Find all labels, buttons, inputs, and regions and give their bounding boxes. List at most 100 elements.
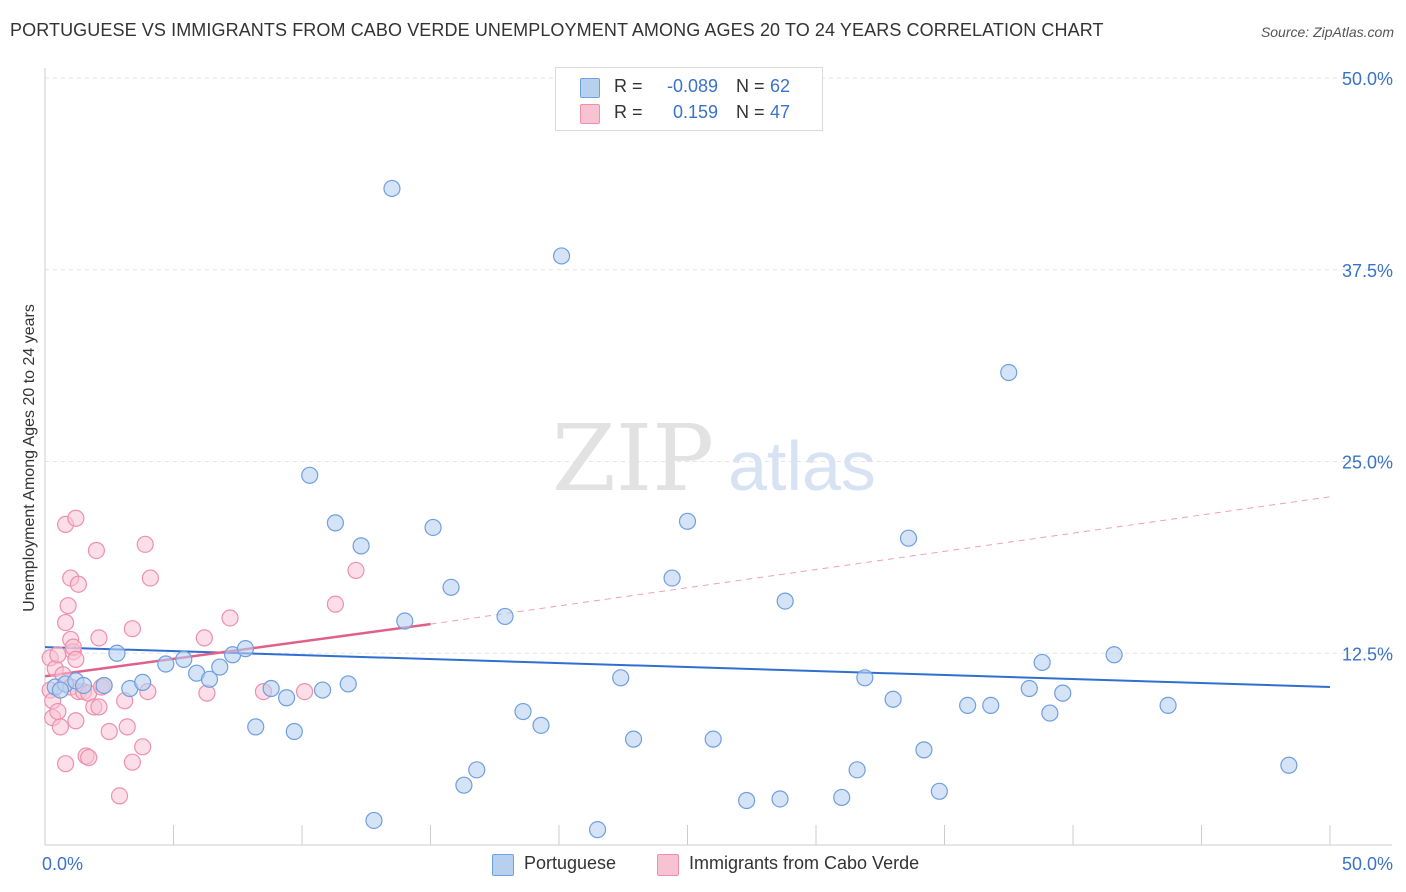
data-point-portuguese xyxy=(339,675,357,693)
bottom-legend-swatch-pink xyxy=(657,854,679,876)
data-point-portuguese xyxy=(424,518,442,537)
data-point-cabo-verde xyxy=(118,718,136,736)
stats-legend: R = -0.089 N = 62 R = 0.159 N = 47 xyxy=(555,67,823,131)
source-label: Source: ZipAtlas.com xyxy=(1260,24,1394,40)
data-point-portuguese xyxy=(365,811,383,830)
legend-r-label: R = xyxy=(614,76,643,96)
data-point-cabo-verde xyxy=(136,535,154,553)
data-point-portuguese xyxy=(1000,363,1018,382)
data-point-portuguese xyxy=(301,466,319,484)
data-point-cabo-verde xyxy=(90,629,108,647)
data-point-portuguese xyxy=(588,821,607,839)
legend-swatch-blue xyxy=(580,78,600,98)
trend-line-portuguese xyxy=(44,646,1331,688)
trend-line-cabo-verde-extrapolated xyxy=(430,496,1331,625)
data-point-cabo-verde xyxy=(67,509,85,527)
data-point-cabo-verde xyxy=(51,718,70,736)
data-point-portuguese xyxy=(108,644,126,662)
data-point-portuguese xyxy=(738,791,756,810)
bottom-legend-label: Immigrants from Cabo Verde xyxy=(689,853,920,873)
data-point-cabo-verde xyxy=(100,722,118,741)
data-point-portuguese xyxy=(1105,646,1123,664)
data-point-portuguese xyxy=(352,537,370,555)
data-point-portuguese xyxy=(1054,684,1072,702)
legend-r-label: R = xyxy=(614,102,643,122)
data-point-portuguese xyxy=(771,790,789,808)
x-tick-label: 50.0% xyxy=(1342,854,1393,874)
data-point-portuguese xyxy=(247,718,265,736)
data-point-portuguese xyxy=(776,592,794,610)
data-point-cabo-verde xyxy=(67,712,85,730)
data-point-portuguese xyxy=(704,730,722,748)
data-point-portuguese xyxy=(514,702,532,721)
data-point-cabo-verde xyxy=(49,702,67,721)
data-point-portuguese xyxy=(959,696,977,715)
data-point-portuguese xyxy=(442,578,460,596)
y-tick-label: 12.5% xyxy=(1342,644,1393,664)
data-point-cabo-verde xyxy=(347,561,365,580)
data-point-portuguese xyxy=(915,741,933,759)
data-point-portuguese xyxy=(1033,653,1051,672)
data-point-portuguese xyxy=(396,612,414,630)
data-point-cabo-verde xyxy=(80,748,98,767)
data-point-cabo-verde xyxy=(49,646,67,664)
watermark-zip: ZIP xyxy=(552,405,714,512)
data-point-portuguese xyxy=(1280,756,1298,774)
data-point-portuguese xyxy=(277,689,296,707)
data-point-portuguese xyxy=(1041,704,1059,722)
gridlines xyxy=(45,77,1392,654)
data-point-portuguese xyxy=(1159,696,1177,715)
chart-title: PORTUGUESE VS IMMIGRANTS FROM CABO VERDE… xyxy=(10,20,1104,40)
data-point-cabo-verde xyxy=(123,753,141,771)
bottom-legend-label: Portuguese xyxy=(524,853,617,873)
data-point-portuguese xyxy=(899,529,918,547)
data-point-portuguese xyxy=(1020,679,1038,698)
data-point-portuguese xyxy=(856,669,874,687)
data-point-portuguese xyxy=(612,669,630,687)
data-point-portuguese xyxy=(175,650,193,668)
legend-n-label: N = xyxy=(736,76,765,96)
data-point-portuguese xyxy=(74,676,93,695)
data-point-portuguese xyxy=(678,512,697,530)
legend-n-value: 47 xyxy=(770,102,791,122)
data-point-portuguese xyxy=(326,514,345,532)
data-point-cabo-verde xyxy=(141,569,159,587)
data-point-portuguese xyxy=(982,696,1000,715)
x-tick-label: 0.0% xyxy=(42,854,83,874)
axes xyxy=(44,68,1392,846)
y-tick-label: 50.0% xyxy=(1342,69,1393,89)
data-point-portuguese xyxy=(95,676,113,695)
data-point-cabo-verde xyxy=(295,682,314,701)
data-point-cabo-verde xyxy=(221,609,239,627)
legend-r-value: 0.159 xyxy=(672,102,718,122)
data-point-cabo-verde xyxy=(87,541,106,560)
data-point-portuguese xyxy=(848,761,866,779)
data-point-portuguese xyxy=(468,761,486,779)
data-point-portuguese xyxy=(51,681,70,699)
data-point-portuguese xyxy=(455,776,473,794)
data-point-portuguese xyxy=(496,607,514,626)
legend-n-label: N = xyxy=(736,102,765,122)
data-point-cabo-verde xyxy=(69,575,88,593)
data-point-portuguese xyxy=(930,782,948,800)
data-point-portuguese xyxy=(532,716,550,734)
y-tick-label: 37.5% xyxy=(1342,261,1393,281)
data-point-portuguese xyxy=(313,681,332,699)
data-point-portuguese xyxy=(157,655,175,673)
data-point-cabo-verde xyxy=(56,755,75,773)
data-points xyxy=(41,179,1298,839)
data-point-cabo-verde xyxy=(59,597,77,615)
data-point-portuguese xyxy=(383,179,401,198)
data-point-portuguese xyxy=(262,679,280,698)
tick-labels: 12.5% 25.0% 37.5% 50.0% 0.0% 50.0% xyxy=(42,69,1393,874)
data-point-portuguese xyxy=(134,673,152,691)
data-point-cabo-verde xyxy=(110,787,129,805)
y-tick-label: 25.0% xyxy=(1342,453,1393,473)
data-point-portuguese xyxy=(200,670,219,688)
data-point-portuguese xyxy=(552,247,571,265)
data-point-portuguese xyxy=(663,569,681,587)
data-point-portuguese xyxy=(285,722,303,741)
data-point-portuguese xyxy=(211,658,229,676)
watermark-atlas: atlas xyxy=(728,427,876,505)
